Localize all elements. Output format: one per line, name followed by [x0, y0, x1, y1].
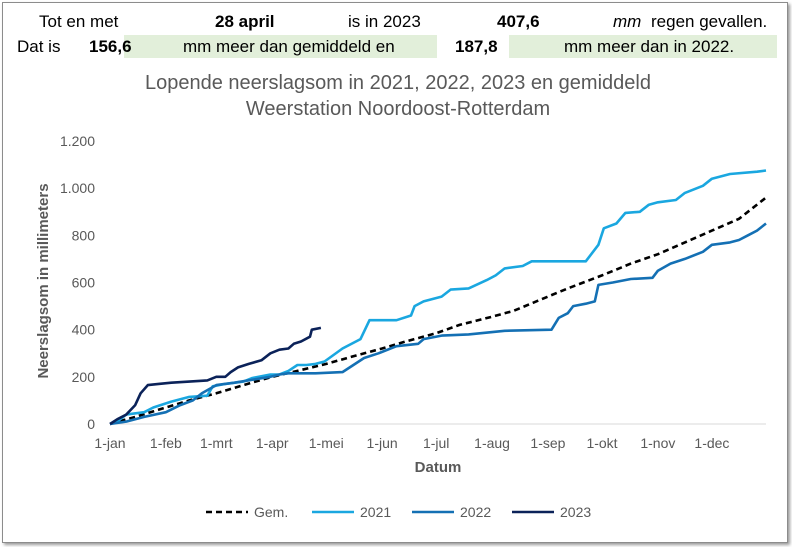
summary-unit: mm: [613, 12, 642, 31]
x-tick-label: 1-mrt: [200, 435, 233, 451]
series-line-2021: [109, 169, 767, 426]
shade-cell-2: [509, 35, 777, 58]
summary-total: 407,6: [497, 12, 540, 31]
y-axis-title: Neerslagsom in millimeters: [35, 183, 52, 378]
series-line-2023: [109, 326, 322, 426]
summary-label-2022: mm meer dan in 2022.: [564, 37, 735, 56]
legend-label: 2023: [560, 504, 591, 520]
series-line-2022: [109, 222, 767, 426]
y-tick-label: 200: [72, 369, 96, 385]
summary-date: 28 april: [215, 12, 275, 31]
y-axis-ticks: 0 200 400 600 800 1.000 1.200: [60, 133, 95, 432]
x-tick-label: 1-sep: [530, 435, 565, 451]
y-tick-label: 1.000: [60, 180, 95, 196]
summary-diff-2022: 187,8: [455, 37, 498, 56]
x-tick-label: 1-apr: [256, 435, 289, 451]
x-tick-label: 1-dec: [694, 435, 729, 451]
legend-label: 2021: [360, 504, 391, 520]
y-tick-label: 400: [72, 322, 96, 338]
summary-label-year: is in 2023: [348, 12, 421, 31]
x-tick-label: 1-feb: [150, 435, 182, 451]
x-tick-label: 1-mei: [309, 435, 344, 451]
y-tick-label: 0: [87, 416, 95, 432]
chart-title: Lopende neerslagsom in 2021, 2022, 2023 …: [145, 72, 651, 94]
x-tick-label: 1-aug: [474, 435, 510, 451]
summary-label-tot: Tot en met: [39, 12, 119, 31]
legend-label: Gem.: [254, 504, 288, 520]
x-axis-title: Datum: [415, 459, 462, 476]
summary-label-fallen: regen gevallen.: [651, 12, 768, 31]
summary-row-2: Dat is 156,6 mm meer dan gemiddeld en 18…: [3, 35, 783, 58]
chart-subtitle: Weerstation Noordoost-Rotterdam: [246, 98, 550, 120]
x-tick-label: 1-jun: [367, 435, 398, 451]
y-tick-label: 1.200: [60, 133, 95, 149]
series-line-gem: [109, 196, 767, 426]
summary-row-1: Tot en met 28 april is in 2023 407,6 mm …: [3, 10, 783, 33]
chart-legend: Gem. 2021 2022 2023: [206, 504, 591, 520]
x-axis-ticks: 1-jan 1-feb 1-mrt 1-apr 1-mei 1-jun 1-jul 1-aug…: [94, 435, 729, 451]
series-lines: [109, 169, 767, 426]
summary-diff-avg: 156,6: [89, 37, 132, 56]
legend-label: 2022: [460, 504, 491, 520]
x-tick-label: 1-jul: [423, 435, 449, 451]
x-tick-label: 1-okt: [586, 435, 617, 451]
y-tick-label: 800: [72, 227, 96, 243]
shade-cell-1: [124, 35, 437, 58]
summary-label-avg: mm meer dan gemiddeld en: [183, 37, 395, 56]
x-tick-label: 1-nov: [640, 435, 675, 451]
y-tick-label: 600: [72, 275, 96, 291]
summary-label-dat: Dat is: [17, 37, 61, 56]
x-tick-label: 1-jan: [94, 435, 125, 451]
